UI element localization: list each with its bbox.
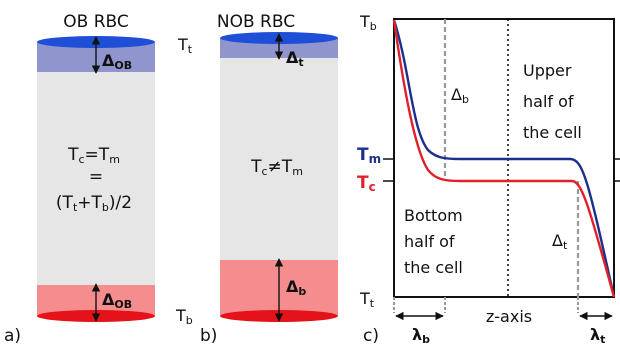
delta-b-curve-label: Δb (451, 85, 469, 106)
panel-b: NOB RBC Tt Tb Δt Δb Tc≠Tm b) (175, 12, 338, 346)
tm-label: Tm (357, 145, 381, 166)
panel-a: OB RBC ΔOB ΔOB Tc=Tm = (Tt+Tb)/2 a) (4, 12, 155, 346)
t-bottom-label: Tb (175, 306, 193, 327)
tc-label: Tc (357, 173, 376, 194)
panel-a-label: a) (4, 326, 21, 346)
mean-formula: (Tt+Tb)/2 (56, 193, 132, 214)
bottom-half-line1: Bottom (404, 206, 463, 225)
profile-blue (392, 19, 616, 298)
bottom-half-line2: half of (404, 232, 455, 251)
plot-frame (393, 18, 615, 298)
panel-b-label: b) (200, 326, 217, 346)
panel-a-title: OB RBC (63, 12, 129, 32)
upper-half-line3: the cell (523, 123, 582, 142)
tc-neq-tm: Tc≠Tm (250, 157, 303, 178)
upper-half-line1: Upper (523, 61, 572, 80)
z-axis-label: z-axis (486, 307, 532, 326)
t-top-label: Tt (177, 35, 193, 56)
delta-t-curve-label: Δt (552, 231, 568, 252)
panel-c: Tb Tt Tm Tc Δb Δt Upper half of the cell… (357, 12, 620, 346)
tt-label: Tt (359, 289, 375, 310)
delta-t-label: Δt (286, 48, 304, 69)
lambda-t-label: λt (590, 325, 605, 346)
bottom-half-line3: the cell (404, 258, 463, 277)
panel-b-title: NOB RBC (217, 12, 295, 32)
upper-half-line2: half of (523, 92, 574, 111)
cylinder-a-core (37, 42, 155, 316)
delta-ob-bottom-label: ΔOB (102, 290, 132, 311)
tc-eq-tm: Tc=Tm (67, 145, 120, 166)
profile-red (392, 19, 616, 298)
lambda-b-label: λb (412, 325, 430, 346)
equals-sign: = (89, 167, 103, 187)
panel-c-label: c) (363, 326, 379, 346)
tb-label: Tb (359, 12, 377, 33)
delta-b-label: Δb (286, 277, 306, 298)
delta-ob-top-label: ΔOB (102, 51, 132, 72)
